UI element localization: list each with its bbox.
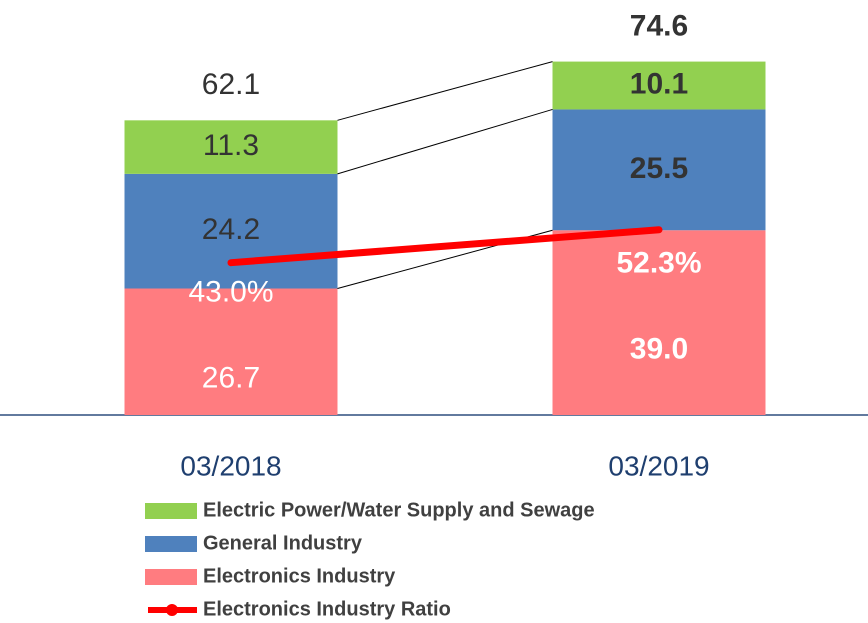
legend-swatch — [145, 536, 197, 552]
legend-label: General Industry — [203, 532, 363, 554]
legend-label: Electronics Industry Ratio — [203, 598, 451, 620]
data-label: 11.3 — [203, 129, 259, 162]
bar-segment — [552, 230, 766, 415]
legend-swatch — [145, 569, 197, 585]
data-label: 24.2 — [202, 213, 260, 246]
legend-label: Electronics Industry — [203, 565, 396, 587]
connector — [337, 108, 553, 175]
ratio-label: 43.0% — [188, 276, 273, 309]
ratio-label: 52.3% — [616, 247, 701, 280]
legend-label: Electric Power/Water Supply and Sewage — [203, 499, 595, 521]
bar-segment — [552, 61, 766, 110]
total-label: 74.6 — [630, 10, 688, 43]
data-label: 39.0 — [630, 333, 688, 366]
connector — [337, 61, 553, 121]
data-label: 26.7 — [202, 362, 260, 395]
bar-segment — [552, 109, 766, 231]
data-label: 25.5 — [630, 152, 688, 185]
legend-swatch — [145, 503, 197, 519]
total-label: 62.1 — [202, 68, 260, 101]
legend-marker — [166, 604, 178, 616]
x-tick-label: 03/2019 — [608, 450, 709, 481]
bar-segment — [124, 120, 338, 174]
bar-segment — [124, 173, 338, 289]
ratio-line — [227, 226, 663, 267]
x-tick-label: 03/2018 — [180, 450, 281, 481]
data-label: 10.1 — [630, 67, 688, 100]
bar-segment — [124, 288, 338, 415]
